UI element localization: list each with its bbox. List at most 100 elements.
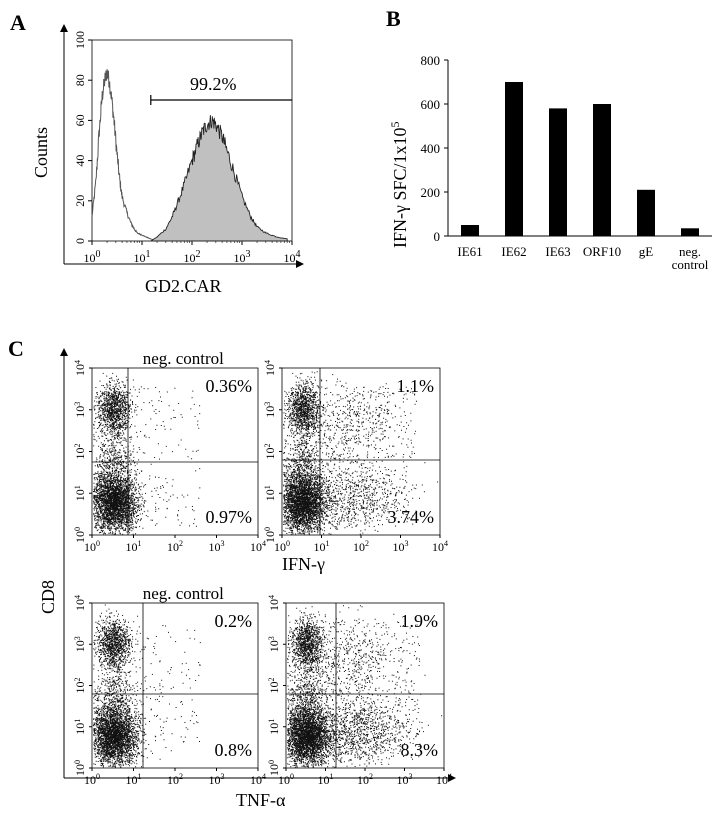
scatter-y-tick-label: 100	[73, 527, 87, 543]
scatter-quadrant-top-right-value: 0.2%	[215, 611, 253, 631]
scatter-plot-title: neg. control	[143, 584, 224, 603]
scatter-x-tick-label: 101	[314, 539, 330, 554]
bar-y-tick-label: 0	[434, 229, 441, 244]
scatter-x-tick-label: 102	[357, 772, 373, 787]
histogram-x-tick-label: 103	[234, 249, 251, 265]
scatter-x-tick-label: 102	[353, 539, 369, 554]
scatter-y-tick-label: 103	[73, 636, 87, 652]
histogram-y-tick-label: 20	[73, 195, 87, 207]
bar-category-label: ORF10	[583, 244, 621, 259]
scatter-y-tick-label: 103	[267, 636, 281, 652]
scatter-plot-title: neg. control	[143, 349, 224, 368]
scatter-quadrant-top-right-value: 0.36%	[206, 376, 253, 396]
scatter-y-tick-label: 103	[263, 402, 277, 418]
histogram-series-filled	[149, 115, 288, 242]
bar-category-label: IE61	[457, 244, 482, 259]
panel-label-b: B	[386, 6, 401, 31]
scatter-y-tick-label: 101	[263, 485, 277, 501]
bar-y-tick-label: 800	[421, 53, 441, 68]
bar-y-tick-label: 200	[421, 185, 441, 200]
bar-negcontrol	[681, 228, 699, 236]
scatter-y-tick-label: 100	[263, 527, 277, 543]
histogram-y-tick-label: 100	[73, 31, 87, 49]
scatter-y-tick-label: 104	[263, 360, 277, 376]
bar-category-label: IE63	[545, 244, 570, 259]
bar-y-tick-label: 400	[421, 141, 441, 156]
scatter-x-tick-label: 104	[436, 772, 452, 787]
scatter-quadrant-top-right-value: 1.1%	[397, 376, 435, 396]
bar-category-label: IE62	[501, 244, 526, 259]
scatter-x-tick-label: 103	[209, 772, 225, 787]
scatter-x-tick-label: 103	[393, 539, 409, 554]
scatter-y-tick-label: 103	[73, 402, 87, 418]
scatter-x-tick-label: 100	[278, 772, 294, 787]
histogram-series-open	[91, 69, 158, 242]
histogram-y-tick-label: 40	[73, 155, 87, 167]
scatter-dots	[287, 605, 443, 768]
bar-category-label: control	[672, 257, 709, 272]
scatter-x-tick-label: 100	[274, 539, 290, 554]
histogram-x-tick-label: 100	[84, 249, 101, 265]
histogram-x-label: GD2.CAR	[145, 276, 222, 296]
histogram-y-axis-arrow	[60, 24, 68, 32]
bar-ie61	[461, 225, 479, 236]
bar-category-label: gE	[639, 244, 654, 259]
scatter-y-tick-label: 102	[267, 678, 281, 694]
scatter-y-tick-label: 100	[267, 760, 281, 776]
scatter-x-tick-label: 101	[126, 539, 142, 554]
scatter-x-label-ifng: IFN-γ	[282, 554, 325, 574]
scatter-y-tick-label: 101	[73, 485, 87, 501]
histogram-gate-label: 99.2%	[190, 74, 237, 94]
bar-ge	[637, 189, 655, 236]
histogram-y-label: Counts	[31, 127, 51, 178]
histogram-y-tick-label: 0	[73, 238, 87, 244]
scatter-x-tick-label: 104	[250, 539, 266, 554]
bar-y-label: IFN-γ SFC/1x105	[388, 122, 410, 248]
bar-ie62	[505, 82, 523, 236]
bar-chart-panel-b: 0 200 400 600 800 IE61 IE62 IE63 ORF10 gE neg.cont…	[421, 53, 712, 272]
scatter-dots	[93, 372, 201, 535]
scatter-x-tick-label: 104	[432, 539, 448, 554]
scatter-y-label: CD8	[38, 580, 58, 614]
scatter-quadrant-top-right-value: 1.9%	[401, 611, 439, 631]
scatter-y-tick-label: 102	[73, 444, 87, 460]
bar-category-label: neg.	[679, 244, 701, 259]
scatter-x-tick-label: 101	[126, 772, 142, 787]
histogram-y-tick-label: 60	[73, 114, 87, 126]
scatter-x-axis-arrow	[448, 774, 456, 782]
scatter-y-tick-label: 101	[73, 719, 87, 735]
scatter-quadrant-bottom-right-value: 0.8%	[215, 740, 253, 760]
scatter-quadrant-bottom-right-value: 0.97%	[206, 507, 253, 527]
scatter-quadrant-bottom-right-value: 3.74%	[388, 507, 435, 527]
scatter-x-tick-label: 102	[167, 539, 183, 554]
bar-y-tick-label: 600	[421, 97, 441, 112]
histogram-x-tick-label: 104	[284, 249, 301, 265]
panel-label-c: C	[8, 336, 24, 361]
scatter-x-label-tnfa: TNF-α	[236, 790, 286, 810]
histogram-y-tick-label: 80	[73, 74, 87, 86]
scatter-dots	[283, 371, 439, 535]
scatter-x-tick-label: 104	[250, 772, 266, 787]
histogram-x-axis-arrow	[296, 260, 304, 268]
scatter-x-tick-label: 100	[84, 539, 100, 554]
scatter-quadrant-bottom-right-value: 8.3%	[401, 740, 439, 760]
histogram-x-tick-label: 101	[134, 249, 151, 265]
bar-ie63	[549, 108, 567, 236]
scatter-x-tick-label: 103	[397, 772, 413, 787]
bar-orf10	[593, 104, 611, 236]
scatter-y-tick-label: 101	[267, 719, 281, 735]
scatter-x-tick-label: 100	[84, 772, 100, 787]
histogram-x-tick-label: 102	[184, 249, 201, 265]
scatter-y-axis-arrow	[60, 348, 68, 356]
scatter-y-tick-label: 102	[263, 444, 277, 460]
scatter-x-tick-label: 101	[318, 772, 334, 787]
scatter-y-tick-label: 104	[73, 595, 87, 611]
scatter-y-tick-label: 104	[267, 595, 281, 611]
panel-label-a: A	[10, 10, 26, 35]
scatter-y-tick-label: 102	[73, 678, 87, 694]
scatter-dots	[93, 604, 201, 768]
scatter-y-tick-label: 104	[73, 360, 87, 376]
scatter-x-tick-label: 103	[209, 539, 225, 554]
